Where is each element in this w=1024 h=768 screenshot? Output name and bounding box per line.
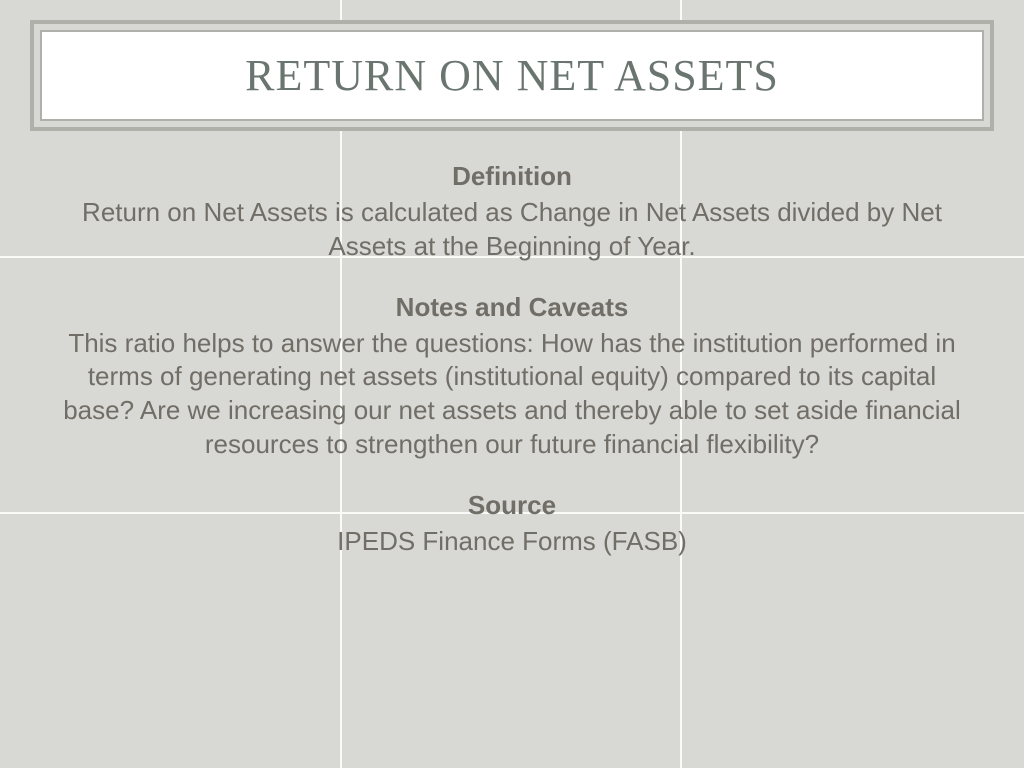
slide-container: RETURN ON NET ASSETS Definition Return o… (0, 0, 1024, 768)
source-header: Source (60, 490, 964, 521)
section-definition: Definition Return on Net Assets is calcu… (60, 161, 964, 264)
title-box: RETURN ON NET ASSETS (30, 20, 994, 131)
title-inner-box: RETURN ON NET ASSETS (40, 30, 984, 121)
notes-body: This ratio helps to answer the questions… (60, 327, 964, 462)
source-body: IPEDS Finance Forms (FASB) (60, 525, 964, 559)
notes-header: Notes and Caveats (60, 292, 964, 323)
section-notes: Notes and Caveats This ratio helps to an… (60, 292, 964, 462)
definition-body: Return on Net Assets is calculated as Ch… (60, 196, 964, 264)
slide-title: RETURN ON NET ASSETS (62, 50, 962, 101)
definition-header: Definition (60, 161, 964, 192)
content-area: Definition Return on Net Assets is calcu… (30, 161, 994, 559)
section-source: Source IPEDS Finance Forms (FASB) (60, 490, 964, 559)
